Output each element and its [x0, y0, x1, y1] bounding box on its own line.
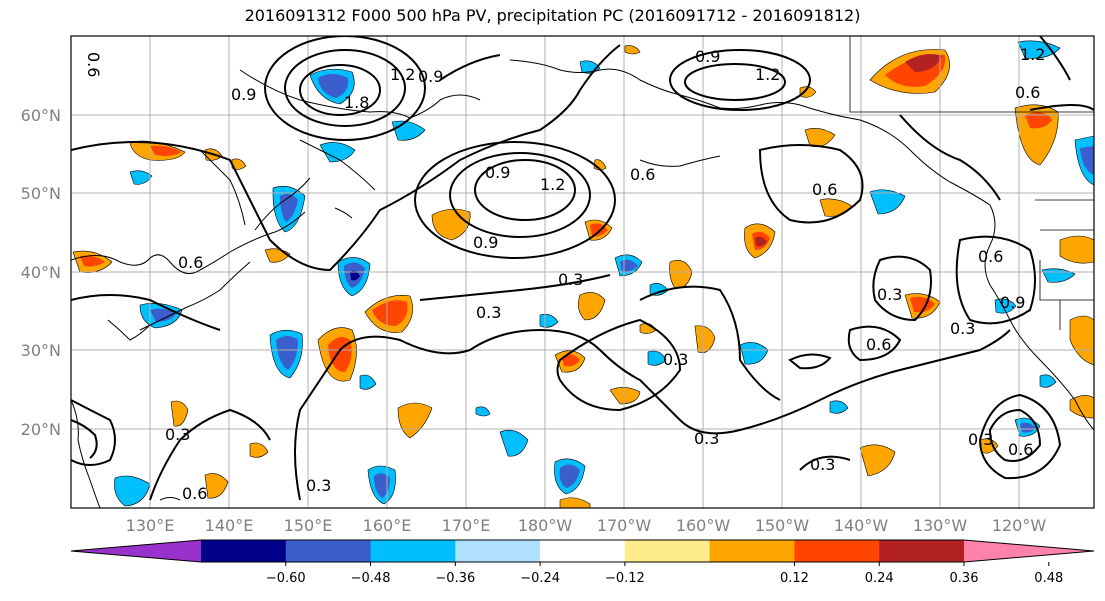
contour-label: 0.6: [630, 165, 655, 184]
contour-label: 0.9: [485, 163, 510, 182]
boundaries: [849, 36, 1094, 330]
colorbar-extend-low: [71, 540, 201, 562]
colorbar-segment: [201, 540, 287, 562]
colorbar-tick-label: 0.36: [950, 571, 979, 586]
lat-label: 30°N: [21, 341, 61, 360]
colorbar-segment: [709, 540, 795, 562]
contour-label: 0.9: [231, 85, 256, 104]
contour-label: 0.3: [877, 285, 902, 304]
contour-labels: 0.6 0.9 0.9 1.2 1.2 1.8 0.6 0.9 0.9 1.2 …: [84, 45, 1045, 503]
lon-label: 120°W: [992, 516, 1047, 535]
graticule: [71, 36, 1094, 508]
contour-label: 0.6: [182, 484, 207, 503]
lon-label: 160°E: [363, 516, 412, 535]
map-frame: [70, 35, 1095, 509]
colorbar-tick-label: −0.12: [605, 571, 645, 586]
precip-positive-anomalies: [72, 45, 1094, 508]
contour-label: 0.3: [306, 476, 331, 495]
contour-label: 0.3: [558, 270, 583, 289]
colorbar-tick-label: 0.24: [865, 571, 894, 586]
contour-label: 0.9: [473, 233, 498, 252]
lon-label: 130°E: [126, 516, 175, 535]
colorbar-segment: [879, 540, 965, 562]
lon-label: 140°W: [834, 516, 889, 535]
lon-label: 140°E: [205, 516, 254, 535]
contour-label: 1.2: [1020, 45, 1045, 64]
colorbar-tick-label: −0.48: [351, 571, 391, 586]
contour-label: 0.3: [968, 430, 993, 449]
pv-contours: [71, 36, 1094, 501]
contour-label: 0.3: [165, 425, 190, 444]
contour-label: 0.6: [1008, 440, 1033, 459]
latitude-labels: 60°N 50°N 40°N 30°N 20°N: [21, 106, 61, 439]
contour-label: 0.6: [866, 335, 891, 354]
contour-label: 1.2: [390, 65, 415, 84]
colorbar-tick-label: 0.48: [1034, 571, 1063, 586]
lon-label: 150°W: [755, 516, 810, 535]
lon-label: 180°W: [518, 516, 573, 535]
contour-label: 0.6: [84, 52, 103, 77]
longitude-labels: 130°E 140°E 150°E 160°E 170°E 180°W 170°…: [126, 516, 1047, 535]
colorbar-segment: [540, 540, 626, 562]
colorbar-tick-label: −0.24: [520, 571, 560, 586]
contour-label: 1.2: [540, 175, 565, 194]
map-title: 2016091312 F000 500 hPa PV, precipitatio…: [244, 6, 861, 25]
contour-label: 1.2: [755, 65, 780, 84]
colorbar-tick-label: −0.36: [435, 571, 475, 586]
contour-label: 0.9: [1000, 293, 1025, 312]
colorbar-segment: [370, 540, 456, 562]
contour-label: 1.8: [344, 93, 369, 112]
colorbar-segment: [624, 540, 711, 562]
contour-label: 0.3: [476, 303, 501, 322]
contour-label: 0.6: [178, 253, 203, 272]
contour-label: 0.3: [810, 455, 835, 474]
contour-label: 0.6: [978, 247, 1003, 266]
contour-label: 0.6: [812, 180, 837, 199]
lon-label: 160°W: [676, 516, 731, 535]
map-plot-area: 0.6 0.9 0.9 1.2 1.2 1.8 0.6 0.9 0.9 1.2 …: [71, 36, 1094, 508]
contour-label: 0.9: [418, 67, 443, 86]
colorbar-outline: [70, 539, 1095, 563]
colorbar-segment: [285, 540, 372, 562]
colorbar-tick-label: −0.60: [266, 571, 306, 586]
contour-label: 0.3: [950, 319, 975, 338]
lon-label: 170°E: [442, 516, 491, 535]
contour-label: 0.3: [663, 350, 688, 369]
lat-label: 60°N: [21, 106, 61, 125]
lon-label: 130°W: [913, 516, 968, 535]
lat-label: 20°N: [21, 420, 61, 439]
colorbar-tick-label: 0.12: [780, 571, 809, 586]
lat-label: 50°N: [21, 184, 61, 203]
colorbar: −0.60 −0.48 −0.36 −0.24 −0.12 0.12 0.24 0.36 0.4…: [70, 539, 1095, 586]
contour-label: 0.9: [695, 47, 720, 66]
contour-label: 0.6: [1015, 83, 1040, 102]
contour-label: 0.3: [694, 429, 719, 448]
colorbar-segment: [455, 540, 541, 562]
lon-label: 150°E: [284, 516, 333, 535]
colorbar-segment: [794, 540, 880, 562]
lat-label: 40°N: [21, 263, 61, 282]
colorbar-extend-high: [964, 540, 1094, 562]
lon-label: 170°W: [597, 516, 652, 535]
